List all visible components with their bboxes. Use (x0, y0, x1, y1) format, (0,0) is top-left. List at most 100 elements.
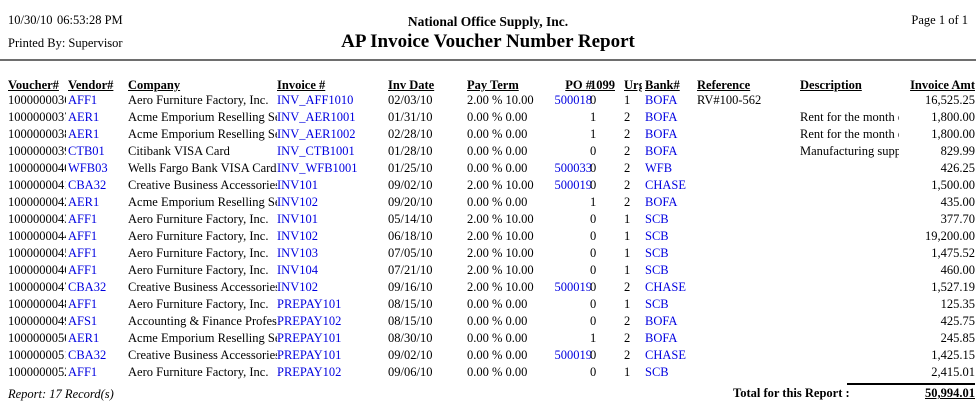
cell-company: Accounting & Finance Profession (128, 314, 277, 328)
cell-bank-link[interactable]: CHASE (645, 348, 686, 362)
column-header-invoice-amt: Invoice Amt (910, 78, 975, 92)
table-row: 1000000048 AFF1 Aero Furniture Factory, … (0, 297, 976, 314)
cell-bank-link[interactable]: SCB (645, 246, 669, 260)
cell-bank-link[interactable]: BOFA (645, 314, 678, 328)
cell-inv-date: 01/31/10 (388, 110, 433, 124)
cell-company: Acme Emporium Reselling Servic (128, 331, 277, 345)
cell-company: Creative Business Accessories, In (128, 348, 277, 362)
total-rule-line (847, 383, 975, 385)
cell-invoice-link[interactable]: INV_AER1001 (277, 110, 356, 124)
table-row: 1000000040 WFB03 Wells Fargo Bank VISA C… (0, 161, 976, 178)
cell-urg: 1 (624, 246, 631, 260)
cell-invoice-amt: 1,475.52 (931, 246, 975, 260)
cell-vendor-link[interactable]: AER1 (68, 110, 100, 124)
cell-invoice-link[interactable]: PREPAY101 (277, 297, 342, 311)
column-header-bank: Bank# (645, 78, 680, 92)
cell-bank-link[interactable]: BOFA (645, 195, 678, 209)
cell-invoice-link[interactable]: INV_AER1002 (277, 127, 356, 141)
cell-vendor-link[interactable]: AFF1 (68, 246, 98, 260)
column-header-invoice: Invoice # (277, 78, 326, 92)
cell-bank-link[interactable]: BOFA (645, 110, 678, 124)
cell-invoice-link[interactable]: INV102 (277, 280, 318, 294)
cell-pay-term: 0.00 % 0.00 (467, 144, 528, 158)
cell-bank-link[interactable]: SCB (645, 212, 669, 226)
cell-vendor-link[interactable]: WFB03 (68, 161, 108, 175)
cell-1099: 0 (590, 93, 597, 107)
cell-vendor-link[interactable]: AFF1 (68, 93, 98, 107)
cell-bank-link[interactable]: WFB (645, 161, 673, 175)
cell-inv-date: 08/15/10 (388, 314, 433, 328)
cell-voucher: 1000000036 (8, 93, 66, 107)
cell-pay-term: 2.00 % 10.00 (467, 280, 534, 294)
cell-bank-link[interactable]: CHASE (645, 178, 686, 192)
cell-inv-date: 08/15/10 (388, 297, 433, 311)
cell-voucher: 1000000049 (8, 314, 66, 328)
cell-invoice-link[interactable]: INV_WFB1001 (277, 161, 358, 175)
cell-vendor-link[interactable]: AFF1 (68, 212, 98, 226)
table-row: 1000000050 AER1 Acme Emporium Reselling … (0, 331, 976, 348)
cell-1099: 1 (590, 110, 597, 124)
cell-po-link[interactable]: 500019 (554, 178, 593, 192)
cell-invoice-link[interactable]: PREPAY101 (277, 331, 342, 345)
cell-invoice-link[interactable]: INV_CTB1001 (277, 144, 355, 158)
cell-invoice-link[interactable]: INV102 (277, 229, 318, 243)
cell-urg: 2 (624, 178, 631, 192)
cell-bank-link[interactable]: CHASE (645, 280, 686, 294)
cell-vendor-link[interactable]: AER1 (68, 195, 100, 209)
cell-invoice-link[interactable]: INV101 (277, 178, 318, 192)
cell-vendor-link[interactable]: AFF1 (68, 229, 98, 243)
cell-invoice-link[interactable]: INV_AFF1010 (277, 93, 354, 107)
cell-vendor-link[interactable]: CTB01 (68, 144, 105, 158)
column-header-urg: Urg (624, 78, 642, 92)
cell-bank-link[interactable]: SCB (645, 297, 669, 311)
cell-vendor-link[interactable]: AER1 (68, 331, 100, 345)
cell-vendor-link[interactable]: CBA32 (68, 280, 107, 294)
column-header-vendor: Vendor# (68, 78, 114, 92)
cell-inv-date: 01/25/10 (388, 161, 433, 175)
table-row: 1000000047 CBA32 Creative Business Acces… (0, 280, 976, 297)
table-row: 1000000037 AER1 Acme Emporium Reselling … (0, 110, 976, 127)
cell-vendor-link[interactable]: CBA32 (68, 348, 107, 362)
cell-po-link[interactable]: 500018 (554, 93, 593, 107)
cell-invoice-link[interactable]: INV104 (277, 263, 318, 277)
cell-invoice-link[interactable]: INV103 (277, 246, 318, 260)
cell-pay-term: 0.00 % 0.00 (467, 331, 528, 345)
cell-vendor-link[interactable]: AER1 (68, 127, 100, 141)
cell-vendor-link[interactable]: CBA32 (68, 178, 107, 192)
cell-voucher: 1000000046 (8, 263, 66, 277)
cell-vendor-link[interactable]: AFS1 (68, 314, 98, 328)
cell-po-link[interactable]: 500019 (554, 280, 593, 294)
cell-invoice-link[interactable]: PREPAY102 (277, 365, 342, 379)
cell-invoice-link[interactable]: INV102 (277, 195, 318, 209)
cell-vendor-link[interactable]: AFF1 (68, 263, 98, 277)
cell-bank-link[interactable]: SCB (645, 365, 669, 379)
cell-voucher: 1000000052 (8, 365, 66, 379)
cell-pay-term: 0.00 % 0.00 (467, 127, 528, 141)
cell-bank-link[interactable]: BOFA (645, 144, 678, 158)
cell-voucher: 1000000045 (8, 246, 66, 260)
cell-inv-date: 02/03/10 (388, 93, 433, 107)
cell-bank-link[interactable]: BOFA (645, 127, 678, 141)
cell-inv-date: 05/14/10 (388, 212, 433, 226)
cell-vendor-link[interactable]: AFF1 (68, 365, 98, 379)
table-row: 1000000039 CTB01 Citibank VISA Card INV_… (0, 144, 976, 161)
cell-invoice-link[interactable]: INV101 (277, 212, 318, 226)
cell-urg: 1 (624, 297, 631, 311)
cell-pay-term: 2.00 % 10.00 (467, 263, 534, 277)
cell-po-link[interactable]: 500033 (554, 161, 593, 175)
cell-vendor-link[interactable]: AFF1 (68, 297, 98, 311)
total-label: Total for this Report : (733, 386, 850, 400)
cell-voucher: 1000000042 (8, 195, 66, 209)
cell-bank-link[interactable]: BOFA (645, 331, 678, 345)
cell-invoice-link[interactable]: PREPAY102 (277, 314, 342, 328)
cell-invoice-link[interactable]: PREPAY101 (277, 348, 342, 362)
cell-bank-link[interactable]: SCB (645, 263, 669, 277)
cell-bank-link[interactable]: SCB (645, 229, 669, 243)
cell-bank-link[interactable]: BOFA (645, 93, 678, 107)
cell-1099: 0 (590, 161, 597, 175)
cell-pay-term: 2.00 % 10.00 (467, 178, 534, 192)
cell-invoice-amt: 125.35 (940, 297, 975, 311)
cell-voucher: 1000000047 (8, 280, 66, 294)
cell-po-link[interactable]: 500019 (554, 348, 593, 362)
table-row: 1000000044 AFF1 Aero Furniture Factory, … (0, 229, 976, 246)
